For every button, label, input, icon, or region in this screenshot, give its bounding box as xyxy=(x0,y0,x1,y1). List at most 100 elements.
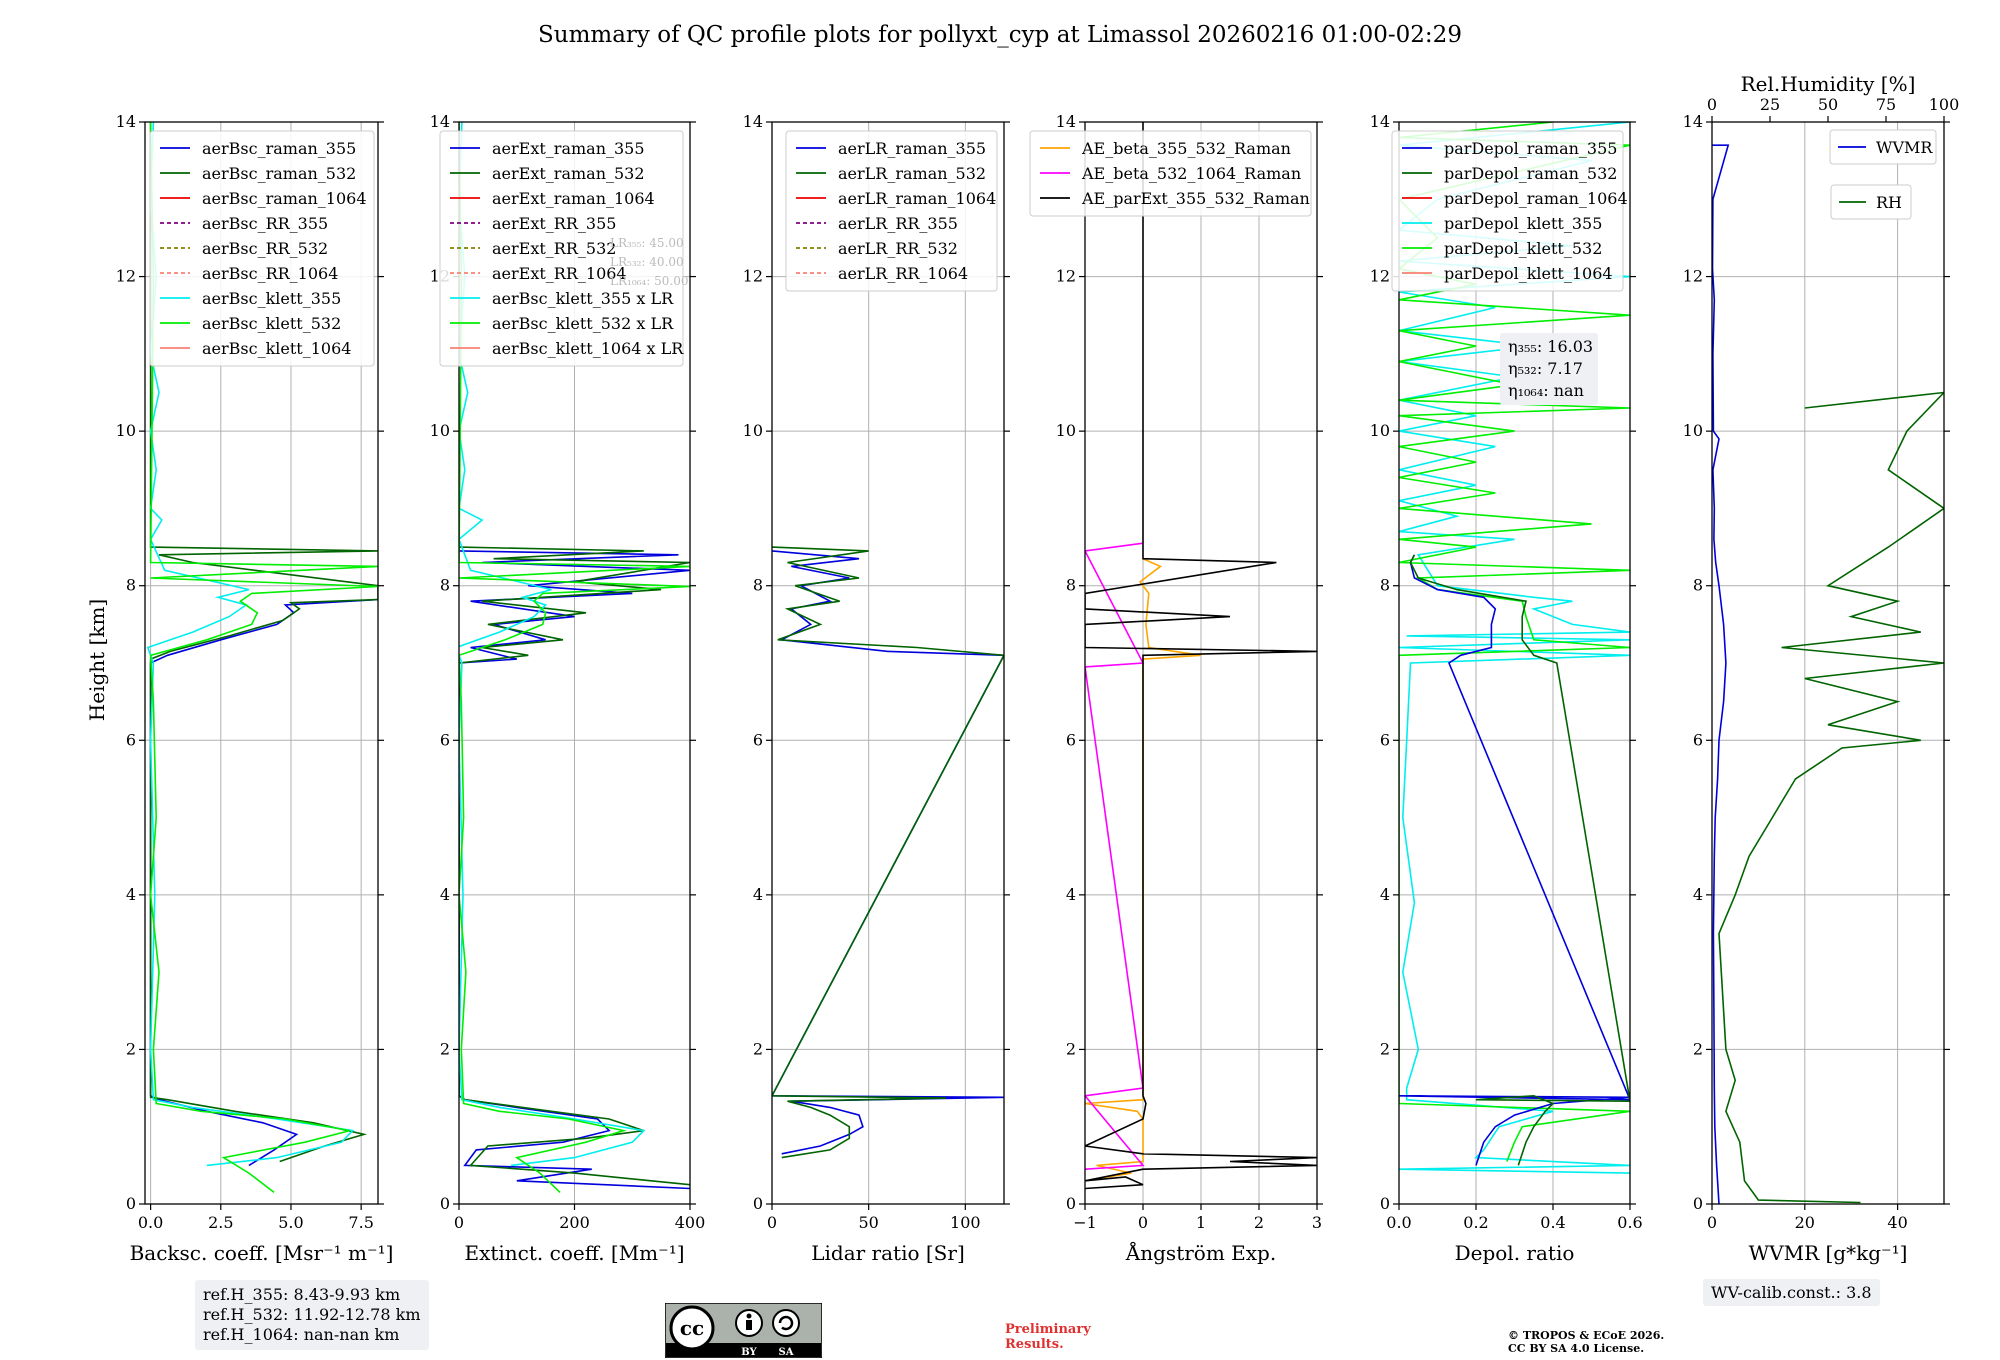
series-line-bsc-0 xyxy=(149,598,378,1167)
legend-depol: parDepol_raman_355 parDepol_raman_532 parD… xyxy=(1391,130,1628,292)
lr-annotation-0: LR₃₅₅: 45.00 xyxy=(610,236,684,250)
legend-label-depol-4: parDepol_klett_532 xyxy=(1444,239,1602,258)
ytick-label-bsc-5: 10 xyxy=(116,421,136,440)
legend-label-depol-0: parDepol_raman_355 xyxy=(1444,139,1617,158)
legend-box-ext xyxy=(439,130,684,367)
ytick-label-depol-5: 10 xyxy=(1370,421,1390,440)
x-axis-label-bsc: Backsc. coeff. [Msr⁻¹ m⁻¹] xyxy=(130,1241,394,1265)
ytick-label-bsc-1: 2 xyxy=(126,1039,136,1058)
legend-label-lr-2: aerLR_raman_1064 xyxy=(838,189,996,208)
legend-label-ext-7: aerBsc_klett_532 x LR xyxy=(492,314,674,333)
ytick-label-lr-7: 14 xyxy=(743,112,763,131)
xtick-label-bsc-2: 5.0 xyxy=(278,1213,303,1232)
legend-box-rh xyxy=(1830,184,1912,220)
x-axis-label-ae: Ångström Exp. xyxy=(1125,1240,1276,1265)
xtick-label-ext-2: 400 xyxy=(675,1213,706,1232)
legend-label-ext-0: aerExt_raman_355 xyxy=(492,139,645,158)
xtick-label-ae-0: −1 xyxy=(1073,1213,1097,1232)
figure-title: Summary of QC profile plots for pollyxt_… xyxy=(538,22,1462,48)
plot-frame-bsc xyxy=(144,121,379,1205)
ytick-label-wv-1: 2 xyxy=(1693,1039,1703,1058)
ytick-label-bsc-0: 0 xyxy=(126,1194,136,1213)
ytick-label-lr-1: 2 xyxy=(753,1039,763,1058)
series-line-lr-1 xyxy=(772,546,1004,1159)
ytick-label-lr-5: 10 xyxy=(743,421,763,440)
series-line-ae-1 xyxy=(1085,542,1145,1170)
legend-label-depol-2: parDepol_raman_1064 xyxy=(1444,189,1628,208)
ytick-label-bsc-6: 12 xyxy=(116,267,136,286)
sa-share-icon xyxy=(772,1309,800,1337)
legend-label-bsc-1: aerBsc_raman_532 xyxy=(202,164,356,183)
wv-calibration-constant: WV-calib.const.: 3.8 xyxy=(1703,1279,1880,1306)
xtick-label-lr-0: 0 xyxy=(767,1213,777,1232)
lr-annotation-2: LR₁₀₆₄: 50.00 xyxy=(610,274,688,288)
legend-label-ext-1: aerExt_raman_532 xyxy=(492,164,645,183)
cc-logo-text: cc xyxy=(680,1316,704,1340)
legend-label-ext-2: aerExt_raman_1064 xyxy=(492,189,655,208)
plot-frame-depol xyxy=(1398,121,1631,1205)
xtick-label-ae-4: 3 xyxy=(1312,1213,1322,1232)
ytick-label-depol-3: 6 xyxy=(1380,730,1390,749)
ytick-label-ae-7: 14 xyxy=(1056,112,1076,131)
xtick-label-depol-3: 0.6 xyxy=(1617,1213,1642,1232)
top-axis-label: Rel.Humidity [%] xyxy=(1741,72,1916,96)
x-axis-label-lr: Lidar ratio [Sr] xyxy=(811,1241,965,1265)
legend-label-lr-1: aerLR_raman_532 xyxy=(838,164,986,183)
series-line-ext-3 xyxy=(459,122,690,1193)
xtick-label-bsc-1: 2.5 xyxy=(208,1213,233,1232)
ytick-label-depol-2: 4 xyxy=(1380,885,1390,904)
xtick-label-ext-1: 200 xyxy=(559,1213,590,1232)
ytick-label-ext-0: 0 xyxy=(440,1194,450,1213)
ytick-label-bsc-3: 6 xyxy=(126,730,136,749)
xtick-label-bsc-0: 0.0 xyxy=(138,1213,163,1232)
cc-sa-label: SA xyxy=(779,1347,794,1358)
preliminary-line-1: Preliminary xyxy=(1005,1322,1091,1337)
ytick-label-lr-4: 8 xyxy=(753,576,763,595)
ytick-label-ae-4: 8 xyxy=(1066,576,1076,595)
legend-box-wvmr xyxy=(1829,129,1937,165)
legend-label-lr-5: aerLR_RR_1064 xyxy=(838,264,968,283)
legend-label-bsc-3: aerBsc_RR_355 xyxy=(202,214,328,233)
legend-box-bsc xyxy=(149,130,375,367)
ytick-label-wv-7: 14 xyxy=(1683,112,1703,131)
preliminary-line-2: Results. xyxy=(1005,1337,1064,1352)
ytick-label-depol-0: 0 xyxy=(1380,1194,1390,1213)
series-line-depol-3 xyxy=(1409,554,1630,1166)
lr-annotation-1: LR₅₃₂: 40.00 xyxy=(610,255,684,269)
legend-lr: aerLR_raman_355 aerLR_raman_532 aerLR_rama… xyxy=(785,130,998,292)
ytick-label-depol-4: 8 xyxy=(1380,576,1390,595)
xtick-label-ae-1: 0 xyxy=(1138,1213,1148,1232)
legend-label-lr-3: aerLR_RR_355 xyxy=(838,214,958,233)
cc-by-label: BY xyxy=(741,1347,757,1358)
series-line-bsc-2 xyxy=(146,122,355,1167)
ytick-label-ae-2: 4 xyxy=(1066,885,1076,904)
xtick-label-wv-2: 40 xyxy=(1887,1213,1907,1232)
top-xtick-label-1: 25 xyxy=(1760,95,1780,114)
y-axis-label: Height [km] xyxy=(85,599,109,721)
legend-box-ae xyxy=(1029,130,1312,217)
refh-line-532: ref.H_532: 11.92-12.78 km xyxy=(203,1305,421,1324)
legend-label-ext-3: aerExt_RR_355 xyxy=(492,214,616,233)
ytick-label-depol-1: 2 xyxy=(1380,1039,1390,1058)
series-line-ext-0 xyxy=(459,550,690,1190)
ytick-label-wv-6: 12 xyxy=(1683,267,1703,286)
legend-bsc: aerBsc_raman_355 aerBsc_raman_532 aerBsc_r… xyxy=(149,130,375,367)
copyright-line-2: CC BY SA 4.0 License. xyxy=(1508,1342,1645,1355)
legend-label-ae-2: AE_parExt_355_532_Raman xyxy=(1081,189,1310,208)
series-line-ext-1 xyxy=(459,546,690,1186)
legend-label-lr-4: aerLR_RR_532 xyxy=(838,239,958,258)
ytick-label-bsc-4: 8 xyxy=(126,576,136,595)
chart-panel-ext: 024681012140200400Extinct. coeff. [Mm⁻¹]… xyxy=(430,112,706,1265)
series-line-bsc-3 xyxy=(149,122,378,1194)
ytick-label-wv-0: 0 xyxy=(1693,1194,1703,1213)
eta-box xyxy=(1500,333,1598,405)
series-line-ae-2 xyxy=(1085,122,1317,1190)
ytick-label-wv-4: 8 xyxy=(1693,576,1703,595)
legend-label-depol-5: parDepol_klett_1064 xyxy=(1444,264,1613,283)
series-line-wv-0 xyxy=(1712,144,1730,1204)
ytick-label-ae-5: 10 xyxy=(1056,421,1076,440)
top-xtick-label-4: 100 xyxy=(1929,95,1960,114)
ytick-label-lr-3: 6 xyxy=(753,730,763,749)
refh-line-1064: ref.H_1064: nan-nan km xyxy=(203,1325,400,1344)
